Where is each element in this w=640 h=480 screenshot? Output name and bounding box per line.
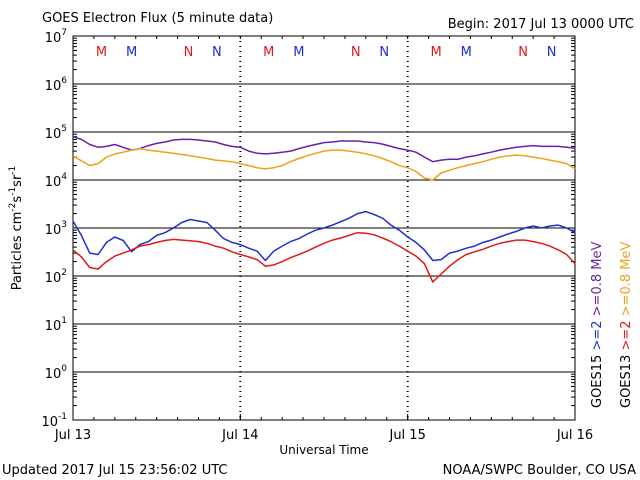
- legend-entry: >=2: [619, 320, 634, 354]
- legend-entry: >=0.8 MeV: [590, 242, 605, 321]
- series-line-3: [72, 147, 576, 181]
- y-axis-label-sup2: -1: [8, 187, 18, 196]
- legend-entry: GOES13: [619, 355, 634, 408]
- x-tick-label-0: Jul 13: [54, 428, 91, 443]
- y-axis-label-sup3: -1: [8, 166, 18, 175]
- marker-label-1: M: [126, 45, 137, 60]
- series-layer: [72, 135, 576, 283]
- begin-label: Begin: 2017 Jul 13 0000 UTC: [448, 17, 634, 32]
- y-tick-label-2: 105: [45, 124, 67, 142]
- svg-text:Particles cm-2s-1sr-1: Particles cm-2s-1sr-1: [8, 166, 25, 291]
- marker-label-8: M: [431, 45, 442, 60]
- y-axis-label-main: Particles cm: [10, 212, 25, 291]
- legend-entry: GOES15: [590, 355, 605, 408]
- legend-entry: >=0.8 MeV: [619, 242, 634, 321]
- marker-label-5: M: [293, 45, 304, 60]
- marker-label-3: N: [212, 45, 222, 60]
- marker-label-4: M: [263, 45, 274, 60]
- x-tick-labels: Jul 13 Jul 14 Jul 15 Jul 16: [54, 428, 593, 443]
- marker-label-7: N: [379, 45, 389, 60]
- marker-label-2: N: [184, 45, 194, 60]
- legend-entry: >=2: [590, 320, 605, 354]
- y-tick-label-3: 104: [45, 172, 68, 190]
- y-tick-label-8: 10-1: [41, 412, 67, 430]
- x-tick-label-2: Jul 15: [388, 428, 425, 443]
- y-axis-label-end: sr: [10, 174, 25, 187]
- x-tick-label-3: Jul 16: [556, 428, 593, 443]
- y-tick-label-5: 102: [45, 268, 67, 286]
- y-axis-label-mid: s: [10, 196, 25, 203]
- y-tick-labels: 107 106 105 104 103 102 101 100 10-1: [41, 28, 67, 430]
- marker-label-6: N: [351, 45, 361, 60]
- y-tick-label-1: 106: [45, 76, 68, 94]
- marker-label-0: M: [96, 45, 107, 60]
- x-tick-label-1: Jul 14: [221, 428, 258, 443]
- y-tick-label-7: 100: [45, 364, 68, 382]
- y-tick-label-4: 103: [45, 220, 67, 238]
- y-tick-label-0: 107: [45, 28, 67, 46]
- y-axis-label: Particles cm-2s-1sr-1: [8, 166, 25, 291]
- day-separator-lines: [72, 36, 576, 420]
- marker-label-10: N: [518, 45, 528, 60]
- y-tick-label-6: 101: [45, 316, 67, 334]
- x-axis-label: Universal Time: [279, 443, 368, 457]
- series-line-0: [72, 210, 576, 262]
- marker-label-11: N: [547, 45, 557, 60]
- svg-text:GOES15 >=2 >=0.8 MeV: GOES15 >=2 >=0.8 MeV: [590, 242, 605, 408]
- y-axis-label-sup1: -2: [8, 203, 18, 212]
- updated-label: Updated 2017 Jul 15 23:56:02 UTC: [2, 463, 227, 478]
- svg-text:GOES13 >=2 >=0.8 MeV: GOES13 >=2 >=0.8 MeV: [619, 242, 634, 408]
- series-line-2: [72, 231, 576, 283]
- chart-title: GOES Electron Flux (5 minute data): [42, 11, 273, 26]
- credit-label: NOAA/SWPC Boulder, CO USA: [443, 463, 636, 478]
- series-line-1: [72, 135, 576, 163]
- marker-label-9: M: [461, 45, 472, 60]
